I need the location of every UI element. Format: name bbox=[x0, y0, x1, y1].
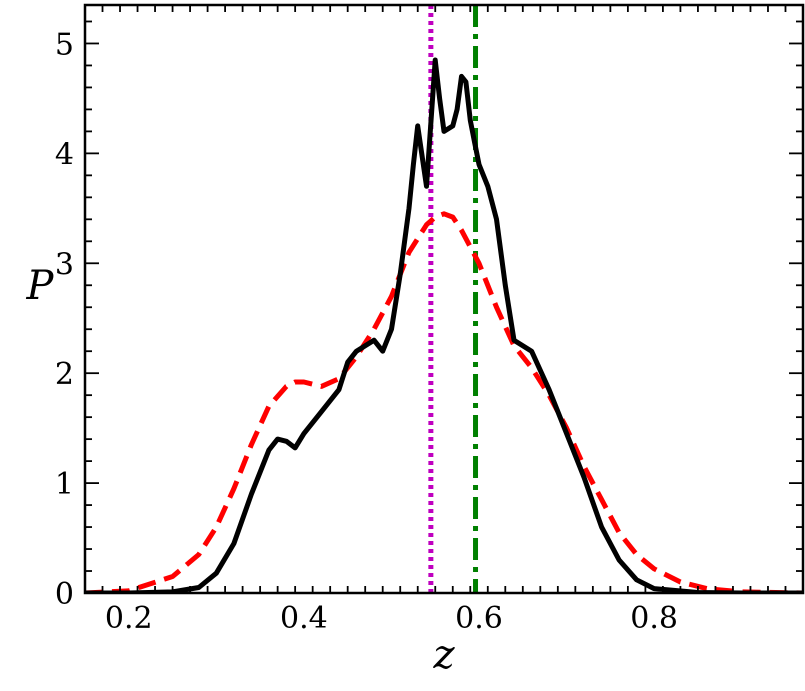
tick-labels: 0.2 0.4 0.6 0.8 0 1 2 3 4 5 bbox=[55, 27, 678, 636]
x-axis-title: z bbox=[432, 632, 455, 678]
plot-frame bbox=[83, 3, 805, 595]
curves bbox=[85, 5, 803, 593]
y-tick-label: 0 bbox=[55, 577, 74, 612]
y-tick-label: 2 bbox=[55, 357, 74, 392]
y-tick-label: 4 bbox=[55, 137, 74, 172]
y-tick-label: 1 bbox=[55, 467, 74, 502]
series-solid-line bbox=[85, 57, 803, 593]
x-tick-label: 0.8 bbox=[630, 601, 678, 636]
y-tick-label: 5 bbox=[55, 27, 74, 62]
ticks bbox=[84, 5, 803, 594]
x-tick-label: 0.6 bbox=[455, 601, 503, 636]
series-dashed-line bbox=[85, 211, 803, 593]
x-tick-label: 0.4 bbox=[280, 601, 328, 636]
frame bbox=[83, 3, 805, 595]
x-tick-label: 0.2 bbox=[105, 601, 153, 636]
y-axis-title: P bbox=[26, 263, 55, 309]
y-tick-label: 3 bbox=[55, 247, 74, 282]
